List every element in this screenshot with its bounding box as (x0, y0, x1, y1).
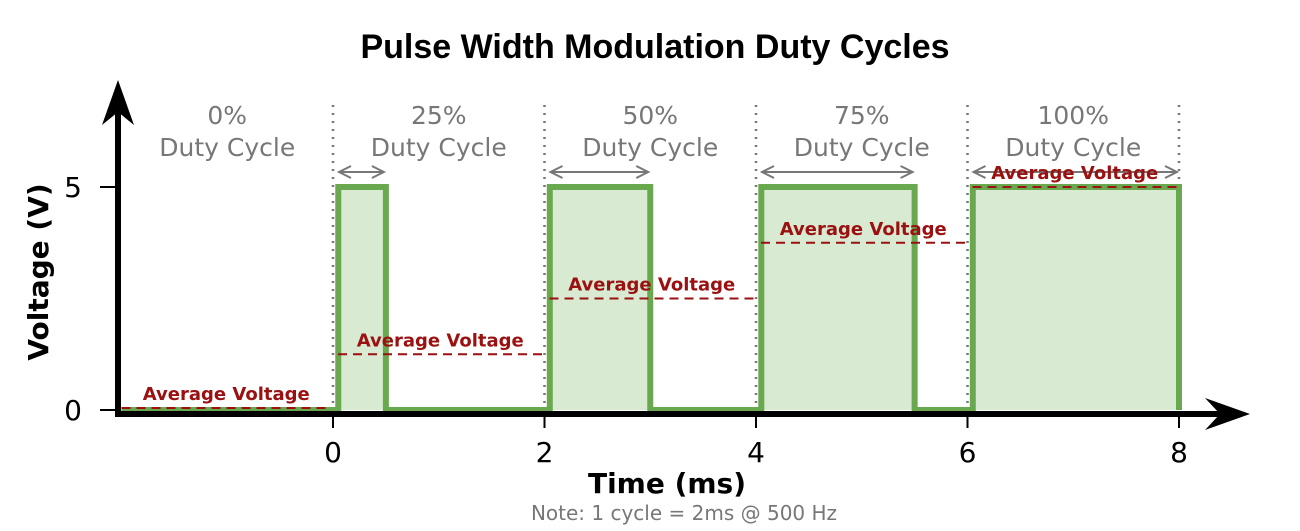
average-voltage-label: Average Voltage (780, 219, 947, 240)
x-axis-arrowhead (1205, 398, 1250, 430)
duty-cycle-label: Duty Cycle (371, 133, 507, 162)
y-tick-label: 5 (64, 171, 82, 204)
duty-percent-label: 50% (622, 101, 678, 130)
duty-percent-label: 100% (1038, 101, 1109, 130)
y-axis-arrowhead (102, 80, 134, 125)
x-tick-label: 0 (324, 436, 342, 469)
arrowheads (336, 165, 387, 179)
pulse-fill (972, 187, 1179, 410)
average-voltage-label: Average Voltage (143, 384, 310, 405)
duty-percent-label: 25% (411, 101, 467, 130)
x-tick-label: 4 (747, 436, 765, 469)
pulse-fill (761, 187, 915, 410)
x-tick-label: 2 (536, 436, 554, 469)
y-axis-label: Voltage (V) (22, 183, 55, 360)
duty-cycle-label: Duty Cycle (582, 133, 718, 162)
arrowheads (971, 165, 1180, 179)
x-axis-label: Time (ms) (588, 467, 746, 500)
x-tick-label: 6 (959, 436, 977, 469)
duty-percent-label: 75% (834, 101, 890, 130)
y-tick-label: 0 (64, 394, 82, 427)
average-voltage-label: Average Voltage (991, 163, 1158, 184)
average-voltage-label: Average Voltage (357, 330, 524, 351)
x-tick-label: 8 (1170, 436, 1188, 469)
duty-cycle-label: Duty Cycle (1005, 133, 1141, 162)
average-voltage-label: Average Voltage (568, 275, 735, 296)
duty-percent-label: 0% (207, 101, 247, 130)
pwm-signal-line (121, 184, 1182, 413)
chart-title: Pulse Width Modulation Duty Cycles (360, 28, 949, 66)
duty-cycle-label: Duty Cycle (794, 133, 930, 162)
arrowheads (759, 165, 915, 179)
chart-note: Note: 1 cycle = 2ms @ 500 Hz (531, 501, 837, 525)
duty-cycle-label: Duty Cycle (159, 133, 295, 162)
arrowheads (548, 165, 651, 179)
pulse-fill (338, 187, 386, 410)
